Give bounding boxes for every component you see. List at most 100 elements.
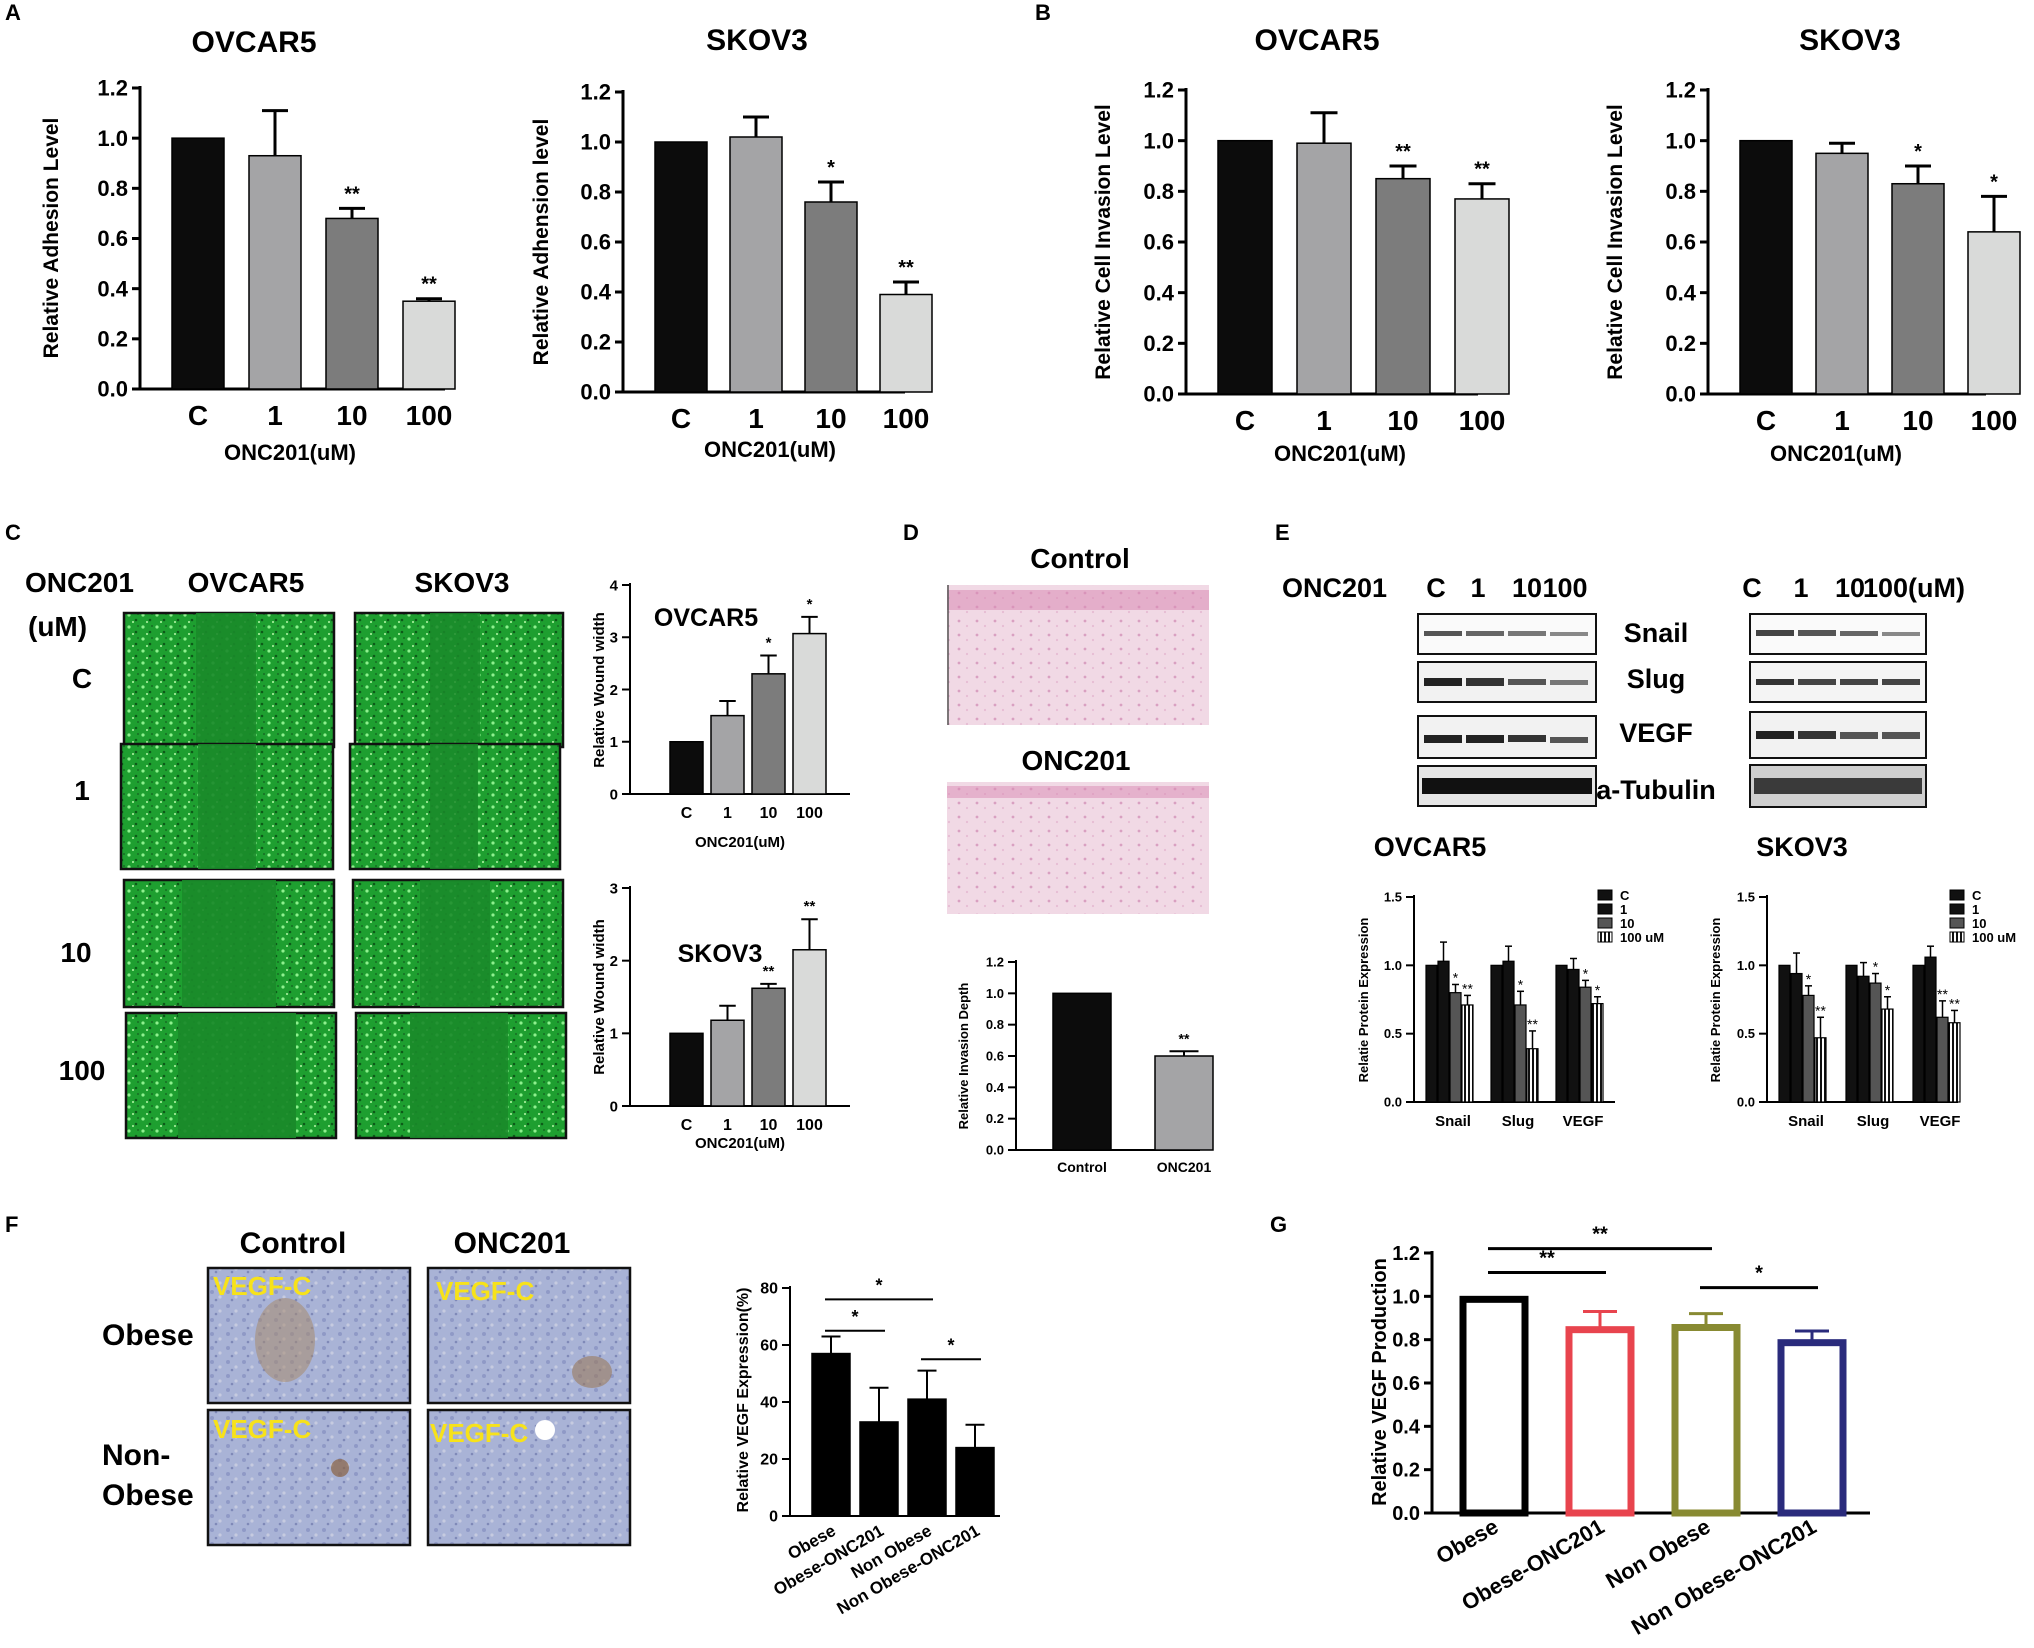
data-bar bbox=[1555, 964, 1568, 1103]
blot-strip-tubulin-left bbox=[1417, 765, 1597, 807]
data-bar bbox=[1461, 1004, 1474, 1103]
y-tick-label: 1.0 bbox=[1737, 958, 1755, 973]
y-tick-label: 40 bbox=[760, 1395, 778, 1412]
data-bar bbox=[811, 1352, 851, 1517]
x-tick-label: Obese bbox=[1432, 1514, 1503, 1569]
wound-image-skov3-1 bbox=[348, 742, 562, 871]
legend-label: 100 uM bbox=[1972, 930, 2016, 945]
data-bar bbox=[1814, 1037, 1827, 1103]
significance-marker: ** bbox=[1474, 159, 1490, 181]
chart-a-ovcar5-adhesion: 0.0 0.2 0.4 0.6 0.8 1.0 1.2 OVCAR5 Relative Adhe… bbox=[40, 26, 456, 465]
wound-image-skov3-10 bbox=[351, 878, 565, 1009]
blot-strip-snail-right bbox=[1749, 613, 1927, 655]
panel-c-column-skov3: SKOV3 bbox=[415, 567, 510, 598]
panel-d-images: Control ONC201 bbox=[947, 543, 1209, 914]
y-axis-label: Relatie Protein Expression bbox=[1356, 918, 1371, 1083]
significance-marker: * bbox=[1755, 1263, 1763, 1285]
panel-c-row-10: 10 bbox=[60, 937, 91, 968]
y-tick-label: 0.2 bbox=[580, 330, 611, 355]
x-tick-label: 10 bbox=[815, 403, 846, 434]
data-bar bbox=[751, 987, 786, 1107]
significance-marker: ** bbox=[763, 963, 775, 980]
data-bar bbox=[171, 137, 225, 390]
significance-marker: ** bbox=[804, 898, 816, 915]
y-tick-label: 20 bbox=[760, 1452, 778, 1469]
data-bar bbox=[792, 632, 827, 795]
data-bar bbox=[729, 136, 783, 393]
x-tick-label: 10 bbox=[336, 400, 367, 431]
significance-marker: ** bbox=[421, 274, 437, 296]
y-tick-label: 60 bbox=[760, 1338, 778, 1355]
blot-strip-tubulin-right bbox=[1749, 764, 1927, 808]
y-tick-label: 0.5 bbox=[1737, 1026, 1755, 1041]
y-axis-label: Relative Invasion Depth bbox=[956, 983, 971, 1130]
data-bar bbox=[1565, 1326, 1635, 1517]
y-tick-label: 0.6 bbox=[1392, 1373, 1420, 1395]
blot-lane-right-100: 100(uM) bbox=[1863, 573, 1965, 603]
chart-c-skov3-wound: 0 1 2 3 SKOV3 Relative Wound width ONC201(uM)C… bbox=[591, 880, 850, 1152]
data-bar bbox=[1802, 994, 1815, 1103]
legend-swatch bbox=[1597, 889, 1613, 901]
chart-b-ovcar5-invasion: 0.0 0.2 0.4 0.6 0.8 1.0 1.2 OVCAR5 Relative Cell… bbox=[1092, 24, 1510, 466]
y-tick-label: 0.2 bbox=[1143, 331, 1174, 356]
data-bar bbox=[1739, 139, 1793, 395]
wound-image-ovcar5-100 bbox=[124, 1011, 338, 1140]
y-tick-label: 0.0 bbox=[97, 377, 128, 402]
significance-marker: * bbox=[766, 635, 772, 652]
significance-marker: * bbox=[1990, 171, 1998, 193]
y-tick-label: 1.0 bbox=[1143, 128, 1174, 153]
significance-marker: * bbox=[1873, 959, 1879, 975]
significance-marker: * bbox=[1914, 141, 1922, 163]
y-tick-label: 1.0 bbox=[986, 986, 1004, 1001]
x-tick-label: Slug bbox=[1857, 1113, 1890, 1130]
significance-marker: ** bbox=[1815, 1002, 1826, 1018]
legend-swatch bbox=[1949, 917, 1965, 929]
y-tick-label: 0.2 bbox=[1392, 1460, 1420, 1482]
chart-e-skov3-protein: 0.0 0.5 1.0 1.5 SKOV3 Relatie Protein Express… bbox=[1708, 832, 2016, 1130]
legend-label: 100 uM bbox=[1620, 930, 1664, 945]
x-axis-label: ONC201(uM) bbox=[704, 437, 836, 462]
blot-label-slug: Slug bbox=[1627, 664, 1686, 694]
panel-c-row-100: 100 bbox=[59, 1055, 106, 1086]
data-bar bbox=[907, 1398, 947, 1517]
blot-strip-vegf-left bbox=[1417, 715, 1597, 759]
data-bar bbox=[1459, 1295, 1529, 1517]
data-bar bbox=[1936, 1016, 1949, 1103]
data-bar bbox=[710, 714, 745, 795]
data-bar bbox=[669, 741, 704, 795]
blot-lane-left-10: 10 bbox=[1512, 573, 1542, 603]
significance-marker: * bbox=[1806, 971, 1812, 987]
data-bar bbox=[654, 141, 708, 393]
x-tick-label: 100 bbox=[796, 805, 823, 822]
ihc-column-control: Control bbox=[240, 1227, 347, 1260]
y-tick-label: 4 bbox=[610, 577, 619, 594]
panel-c-row-c: C bbox=[72, 663, 92, 694]
data-bar bbox=[1881, 1008, 1894, 1103]
significance-marker: ** bbox=[1395, 141, 1411, 163]
x-tick-label: C bbox=[681, 1117, 693, 1134]
y-tick-label: 1.2 bbox=[1665, 78, 1696, 103]
data-bar bbox=[1777, 1339, 1847, 1517]
ihc-column-onc201: ONC201 bbox=[454, 1227, 571, 1260]
panel-e-blot: ONC201 C 1 10 100 C 1 10 100(uM) Snail S… bbox=[1282, 573, 1965, 808]
data-bar bbox=[1449, 992, 1462, 1103]
y-tick-label: 0 bbox=[769, 1509, 778, 1526]
legend-swatch bbox=[1949, 903, 1965, 915]
ihc-row-obese-2: Obese bbox=[102, 1479, 194, 1512]
y-tick-label: 80 bbox=[760, 1281, 778, 1298]
data-bar bbox=[859, 1421, 899, 1517]
data-bar bbox=[1526, 1048, 1539, 1103]
y-tick-label: 0 bbox=[610, 1098, 618, 1115]
y-tick-label: 0.2 bbox=[1665, 331, 1696, 356]
x-tick-label: 1 bbox=[748, 403, 764, 434]
data-bar bbox=[879, 293, 933, 393]
data-bar bbox=[710, 1019, 745, 1107]
y-tick-label: 1 bbox=[610, 734, 618, 751]
chart-b-skov3-invasion: 0.0 0.2 0.4 0.6 0.8 1.0 1.2 SKOV3 Relative Cell … bbox=[1604, 24, 2021, 466]
data-bar bbox=[1815, 152, 1869, 395]
panel-c-unit-label: (uM) bbox=[28, 611, 87, 642]
x-axis-label: ONC201(uM) bbox=[695, 834, 785, 851]
panel-letter-a: A bbox=[5, 0, 21, 25]
